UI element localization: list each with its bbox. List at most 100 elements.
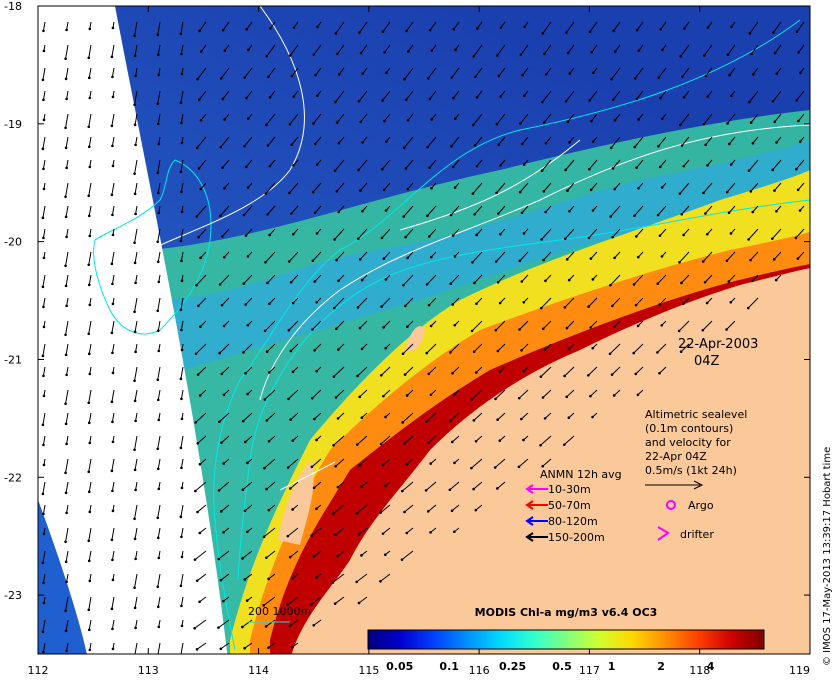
lon-label: 118 [689,664,710,677]
velocity-arrow-head [313,280,317,283]
velocity-arrow-head [179,377,183,381]
velocity-arrow [135,136,138,145]
velocity-arrow [88,550,92,561]
velocity-arrow [180,320,184,330]
velocity-arrow-head [315,438,318,442]
velocity-arrow [590,389,598,397]
velocity-arrow [521,274,529,282]
velocity-arrow-head [313,417,316,421]
velocity-arrow-head [156,655,159,658]
velocity-arrow-head [450,509,454,513]
velocity-arrow-head [427,303,431,307]
velocity-arrow [180,228,184,241]
velocity-arrow-head [65,511,68,515]
velocity-arrow-head [310,602,313,606]
velocity-arrow-head [380,236,384,240]
velocity-arrow [542,90,552,103]
velocity-arrow-head [380,305,383,308]
lon-label: 112 [28,664,49,677]
velocity-arrow-head [156,605,160,609]
velocity-arrow [66,228,69,237]
velocity-arrow-head [728,73,731,77]
velocity-arrow [659,228,667,237]
velocity-arrow-head [180,466,183,470]
velocity-arrow [289,182,299,194]
velocity-arrow-head [520,417,523,421]
velocity-arrow-head [290,212,293,215]
velocity-arrow [335,389,345,398]
velocity-arrow-head [291,508,294,511]
velocity-arrow [267,205,276,215]
velocity-arrow [356,435,368,446]
velocity-arrow [197,366,207,375]
velocity-arrow-head [197,98,201,101]
velocity-arrow [544,412,552,419]
velocity-arrow-head [449,351,452,354]
velocity-arrow-head [472,487,475,491]
velocity-arrow-head [517,465,521,469]
velocity-arrow [406,527,414,534]
velocity-arrow-head [518,328,521,331]
velocity-arrow-head [658,371,661,375]
velocity-arrow [359,458,368,466]
velocity-arrow-head [111,558,114,562]
anmn-legend-label: 80-120m [548,515,598,528]
velocity-arrow-head [751,141,755,145]
velocity-arrow-head [219,510,223,513]
velocity-arrow-head [111,420,114,424]
altimetry-note-line: Altimetric sealevel [645,408,747,421]
velocity-arrow-head [156,240,160,244]
velocity-arrow [681,136,690,146]
velocity-arrow-head [772,31,775,34]
velocity-arrow-head [331,512,335,516]
velocity-arrow-head [704,212,707,215]
velocity-arrow-head [726,53,730,56]
velocity-arrow [405,228,414,238]
velocity-arrow-head [746,306,750,310]
velocity-arrow-head [110,55,114,59]
velocity-arrow [334,596,345,604]
velocity-arrow-head [197,235,200,239]
velocity-arrow [337,343,345,350]
velocity-arrow-head [405,531,409,535]
velocity-arrow [42,90,46,100]
velocity-arrow [245,159,253,168]
velocity-arrow [134,90,138,105]
velocity-arrow-head [355,580,358,584]
velocity-arrow-head [656,351,659,354]
velocity-arrow [314,136,322,145]
velocity-arrow-head [544,210,548,214]
velocity-arrow [314,343,322,351]
velocity-arrow [65,136,69,148]
velocity-arrow-head [587,305,590,308]
velocity-arrow [218,481,230,491]
velocity-arrow [403,274,414,286]
velocity-arrow [614,251,621,259]
velocity-arrow-head [498,439,502,442]
velocity-arrow-head [219,214,222,218]
velocity-arrow [545,205,552,213]
velocity-arrow-head [196,373,200,376]
velocity-arrow [359,389,368,398]
velocity-arrow-head [522,163,526,166]
velocity-arrow [705,205,713,214]
velocity-arrow-head [520,211,524,215]
velocity-arrow [749,21,759,34]
velocity-arrow-head [288,191,291,195]
velocity-arrow [678,320,690,332]
velocity-arrow [65,481,69,493]
velocity-arrow-head [612,394,616,397]
time-label: 04Z [694,354,720,369]
velocity-arrow-head [133,468,137,472]
velocity-arrow-head [65,97,68,101]
velocity-arrow-head [133,330,137,334]
velocity-arrow [660,21,667,30]
velocity-arrow-head [682,164,686,168]
velocity-arrow-head [406,187,410,191]
velocity-arrow [614,44,621,52]
velocity-arrow [401,481,414,492]
velocity-arrow-head [591,278,595,281]
velocity-arrow-head [42,581,45,585]
velocity-arrow [544,44,552,55]
velocity-arrow [265,182,276,194]
